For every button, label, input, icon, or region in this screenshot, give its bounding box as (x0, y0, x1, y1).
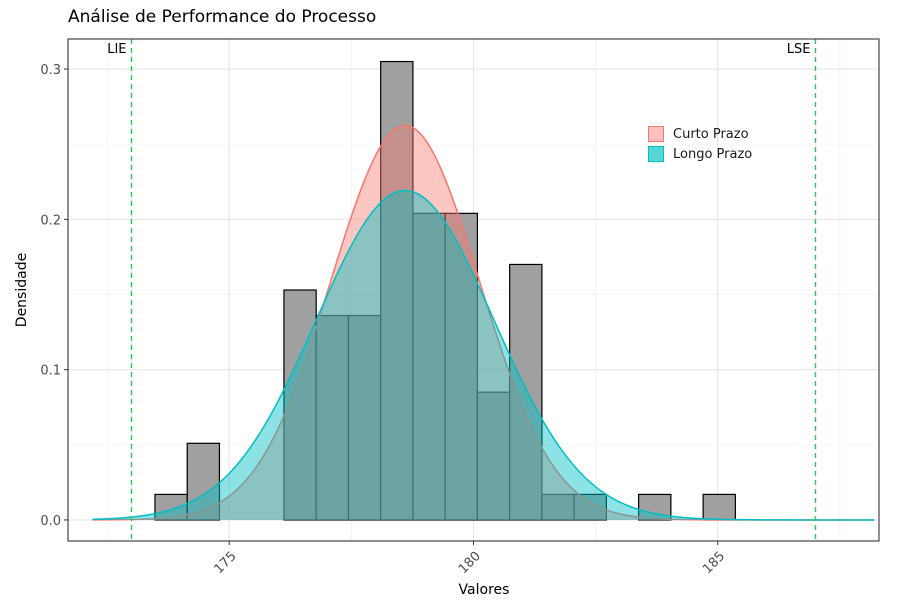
legend-item-longo-prazo: Longo Prazo (648, 144, 752, 164)
chart-title: Análise de Performance do Processo (68, 7, 377, 27)
y-axis-label: Densidade (14, 252, 30, 328)
density-area-curto-prazo (92, 125, 875, 520)
density-line-longo-prazo (92, 189, 875, 521)
y-tick-label: 0.3 (40, 63, 61, 78)
legend-key-longo-prazo (648, 146, 664, 162)
legend: Curto Prazo Longo Prazo (648, 124, 752, 164)
legend-key-curto-prazo (648, 126, 664, 142)
y-tick-label: 0.0 (40, 514, 61, 529)
x-tick-label: 185 (700, 549, 728, 577)
legend-label-curto-prazo: Curto Prazo (673, 126, 749, 142)
x-axis-label: Valores (458, 582, 510, 598)
legend-label-longo-prazo: Longo Prazo (673, 146, 753, 162)
histogram-bar-17 (702, 493, 736, 521)
x-tick-label: 175 (212, 549, 240, 577)
histogram-bar-4 (283, 289, 317, 521)
density-area-longo-prazo (92, 190, 875, 520)
reference-label-lse: LSE (787, 42, 811, 57)
histogram-bar-8 (412, 212, 446, 521)
histogram-bar-1 (186, 442, 221, 521)
histogram-bar-9 (444, 212, 479, 521)
histogram-bar-10 (476, 391, 511, 521)
x-tick-label: 180 (456, 549, 484, 577)
reference-label-lie: LIE (107, 42, 126, 57)
legend-item-curto-prazo: Curto Prazo (648, 124, 752, 144)
y-tick-label: 0.1 (40, 364, 61, 379)
histogram-bar-11 (509, 263, 543, 521)
y-tick-label: 0.2 (40, 213, 61, 228)
